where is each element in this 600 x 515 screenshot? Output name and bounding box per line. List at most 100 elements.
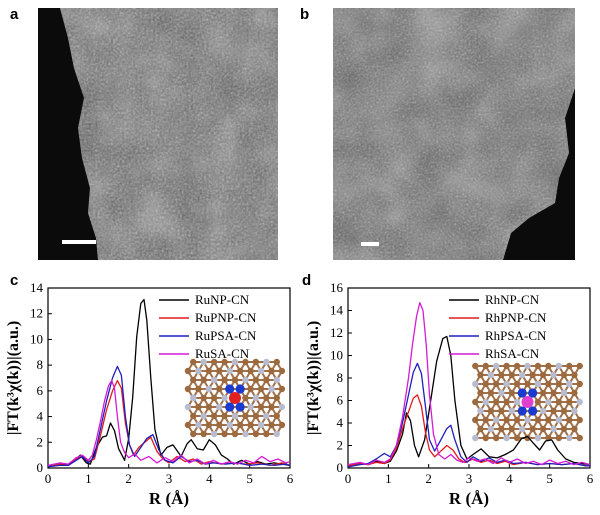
carbon-atom bbox=[278, 385, 286, 393]
carbon-atom bbox=[539, 371, 547, 379]
carbon-atom bbox=[184, 421, 192, 429]
nitrogen-atom bbox=[263, 358, 270, 366]
carbon-atom bbox=[550, 389, 557, 397]
carbon-atom bbox=[247, 421, 254, 429]
carbon-atom bbox=[268, 403, 275, 411]
carbon-atom bbox=[560, 425, 568, 433]
y-tick-label: 12 bbox=[30, 306, 43, 321]
legend-entry: RhPSA-CN bbox=[485, 328, 547, 343]
nitrogen-atom bbox=[231, 358, 239, 366]
y-tick-label: 4 bbox=[337, 415, 344, 430]
coordinating-n-atom bbox=[235, 402, 245, 412]
carbon-atom bbox=[482, 434, 489, 442]
nitrogen-atom bbox=[498, 389, 505, 397]
carbon-atom bbox=[231, 430, 239, 438]
x-tick-label: 0 bbox=[45, 471, 52, 486]
coordinating-n-atom bbox=[517, 406, 527, 416]
legend-entry: RuNP-CN bbox=[195, 292, 250, 307]
carbon-atom bbox=[252, 376, 260, 384]
carbon-atom bbox=[498, 407, 505, 415]
nitrogen-atom bbox=[210, 376, 218, 384]
carbon-atom bbox=[566, 416, 573, 424]
carbon-atom bbox=[492, 398, 500, 406]
carbon-atom bbox=[190, 412, 197, 420]
nitrogen-atom bbox=[513, 398, 521, 406]
carbon-atom bbox=[205, 403, 213, 411]
nitrogen-atom bbox=[534, 434, 542, 442]
carbon-atom bbox=[184, 385, 192, 393]
nitrogen-atom bbox=[231, 412, 239, 420]
nitrogen-atom bbox=[519, 425, 526, 433]
carbon-atom bbox=[242, 358, 249, 366]
carbon-atom bbox=[216, 421, 223, 429]
y-tick-label: 14 bbox=[30, 280, 44, 295]
carbon-atom bbox=[534, 398, 542, 406]
carbon-atom bbox=[524, 434, 531, 442]
panel-label-c: c bbox=[10, 272, 19, 289]
plot-d-series-rhpsa-cn bbox=[347, 362, 590, 468]
y-tick-label: 6 bbox=[337, 393, 344, 408]
plot-d-series-rhnp-cn bbox=[347, 335, 591, 467]
carbon-atom bbox=[534, 416, 542, 424]
haadf-stem-image-a bbox=[38, 8, 278, 260]
nitrogen-atom bbox=[487, 371, 495, 379]
carbon-atom bbox=[555, 380, 563, 388]
carbon-atom bbox=[190, 376, 197, 384]
carbon-atom bbox=[576, 416, 583, 424]
plot-c-y-axis-label: |FT(k³χ(k))|(a.u.) bbox=[5, 321, 22, 435]
carbon-atom bbox=[571, 371, 578, 379]
carbon-atom bbox=[560, 371, 568, 379]
nitrogen-atom bbox=[539, 407, 547, 415]
nitrogen-atom bbox=[195, 367, 202, 375]
nitrogen-atom bbox=[482, 398, 489, 406]
carbon-atom bbox=[210, 394, 218, 402]
nitrogen-atom bbox=[503, 434, 510, 442]
carbon-atom bbox=[503, 398, 510, 406]
coordinating-n-atom bbox=[517, 388, 527, 398]
carbon-atom bbox=[555, 398, 563, 406]
nitrogen-atom bbox=[216, 403, 223, 411]
carbon-atom bbox=[550, 407, 557, 415]
coordinating-n-atom bbox=[225, 384, 235, 394]
scale-bar bbox=[62, 240, 96, 244]
nitrogen-atom bbox=[555, 362, 563, 370]
carbon-atom bbox=[576, 362, 583, 370]
metal-atom bbox=[521, 396, 534, 408]
nitrogen-atom bbox=[550, 371, 557, 379]
carbon-atom bbox=[273, 394, 280, 402]
carbon-atom bbox=[268, 367, 275, 375]
legend-entry: RhPNP-CN bbox=[485, 310, 547, 325]
coordinating-n-atom bbox=[528, 388, 538, 398]
carbon-atom bbox=[221, 358, 228, 366]
nitrogen-atom bbox=[576, 398, 583, 406]
plot-c-structure-inset bbox=[184, 358, 286, 438]
carbon-atom bbox=[566, 398, 573, 406]
nitrogen-atom bbox=[190, 394, 197, 402]
carbon-atom bbox=[545, 416, 552, 424]
nitrogen-atom bbox=[472, 380, 479, 388]
carbon-atom bbox=[508, 389, 515, 397]
carbon-atom bbox=[221, 412, 228, 420]
nitrogen-atom bbox=[268, 385, 275, 393]
carbon-atom bbox=[210, 412, 218, 420]
y-tick-label: 10 bbox=[330, 348, 343, 363]
x-tick-label: 6 bbox=[587, 471, 594, 486]
carbon-atom bbox=[221, 430, 228, 438]
plot-c-series-rusa-cn bbox=[47, 379, 291, 467]
nitrogen-atom bbox=[252, 394, 260, 402]
nitrogen-atom bbox=[519, 371, 526, 379]
carbon-atom bbox=[472, 398, 479, 406]
nitrogen-atom bbox=[221, 394, 228, 402]
carbon-atom bbox=[247, 367, 254, 375]
nitrogen-atom bbox=[242, 376, 249, 384]
carbon-atom bbox=[210, 358, 218, 366]
panel-label-d: d bbox=[302, 272, 312, 289]
y-tick-label: 0 bbox=[37, 460, 44, 475]
carbon-atom bbox=[278, 367, 286, 375]
haadf-stem-image-b bbox=[333, 8, 575, 260]
carbon-atom bbox=[513, 416, 521, 424]
nitrogen-atom bbox=[492, 362, 500, 370]
carbon-atom bbox=[492, 380, 500, 388]
carbon-atom bbox=[200, 376, 207, 384]
